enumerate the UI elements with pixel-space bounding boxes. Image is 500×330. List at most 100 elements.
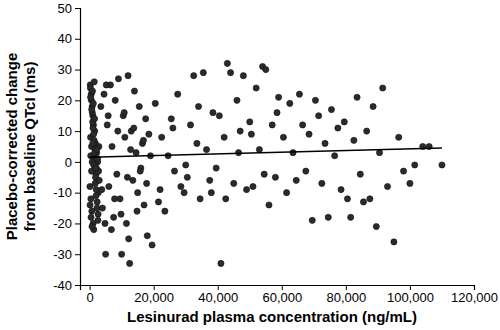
point: [103, 82, 109, 88]
point: [332, 153, 338, 159]
tick-mark: [75, 254, 80, 255]
point: [146, 131, 152, 137]
point: [227, 70, 233, 76]
tick-mark: [75, 100, 80, 101]
point: [131, 125, 137, 131]
point: [322, 140, 328, 146]
point: [93, 193, 99, 199]
point: [135, 190, 141, 196]
point: [391, 239, 397, 245]
point: [221, 134, 227, 140]
point: [247, 119, 253, 125]
point: [112, 97, 118, 103]
point: [119, 251, 125, 257]
point: [224, 60, 230, 66]
tick: 100,000: [387, 285, 434, 305]
point: [373, 223, 379, 229]
point: [125, 73, 131, 79]
point: [90, 140, 96, 146]
point: [348, 214, 354, 220]
tick-label: -20: [53, 216, 72, 231]
point: [105, 113, 111, 119]
point: [137, 168, 143, 174]
point: [266, 202, 272, 208]
point: [276, 94, 282, 100]
point: [344, 196, 350, 202]
tick-label: 0: [86, 290, 93, 305]
point: [124, 174, 130, 180]
tick: 80,000: [326, 285, 366, 305]
point: [439, 162, 445, 168]
points: [87, 60, 445, 266]
point: [309, 217, 315, 223]
tick: 50: [58, 1, 80, 16]
point: [191, 73, 197, 79]
point: [208, 190, 214, 196]
point: [234, 97, 240, 103]
point: [123, 220, 129, 226]
tick-label: -30: [53, 247, 72, 262]
tick: -40: [53, 278, 80, 293]
trend-line: [90, 148, 442, 157]
point: [170, 125, 176, 131]
point: [184, 174, 190, 180]
point: [400, 168, 406, 174]
tick-label: 20,000: [134, 290, 174, 305]
tick-label: 10: [58, 124, 72, 139]
point: [210, 110, 216, 116]
point: [338, 186, 344, 192]
point: [183, 162, 189, 168]
tick-label: 20: [58, 93, 72, 108]
point: [396, 134, 402, 140]
point: [109, 143, 115, 149]
point: [376, 150, 382, 156]
tick-label: 40,000: [198, 290, 238, 305]
point: [181, 190, 187, 196]
point: [103, 251, 109, 257]
tick: 40: [58, 31, 80, 46]
point: [140, 137, 146, 143]
point: [178, 183, 184, 189]
tick-label: 120,000: [451, 290, 498, 305]
tick: 30: [58, 62, 80, 77]
point: [223, 196, 229, 202]
point: [261, 171, 267, 177]
tick-mark: [75, 8, 80, 9]
point: [122, 134, 128, 140]
point: [200, 70, 206, 76]
point: [216, 113, 222, 119]
tick: 20,000: [134, 285, 174, 305]
tick-label: 40: [58, 31, 72, 46]
tick: 60,000: [262, 285, 302, 305]
tick-label: -40: [53, 278, 72, 293]
point: [357, 171, 363, 177]
point: [98, 103, 104, 109]
point: [155, 199, 161, 205]
point: [407, 180, 413, 186]
tick-mark: [75, 70, 80, 71]
point: [115, 76, 121, 82]
point: [106, 183, 112, 189]
point: [384, 183, 390, 189]
axis-line: [75, 9, 81, 286]
point: [114, 171, 120, 177]
point: [341, 119, 347, 125]
point: [99, 186, 105, 192]
point: [89, 88, 95, 94]
tick-label: 60,000: [262, 290, 302, 305]
point: [364, 128, 370, 134]
tick: -30: [53, 247, 80, 262]
point: [243, 186, 249, 192]
point: [102, 220, 108, 226]
point: [115, 128, 121, 134]
point: [90, 100, 96, 106]
point: [280, 134, 286, 140]
point: [127, 260, 133, 266]
tick-mark: [75, 193, 80, 194]
point: [101, 91, 107, 97]
point: [93, 186, 99, 192]
point: [263, 66, 269, 72]
point: [89, 106, 95, 112]
tick-label: 50: [58, 1, 72, 16]
tick-mark: [75, 39, 80, 40]
